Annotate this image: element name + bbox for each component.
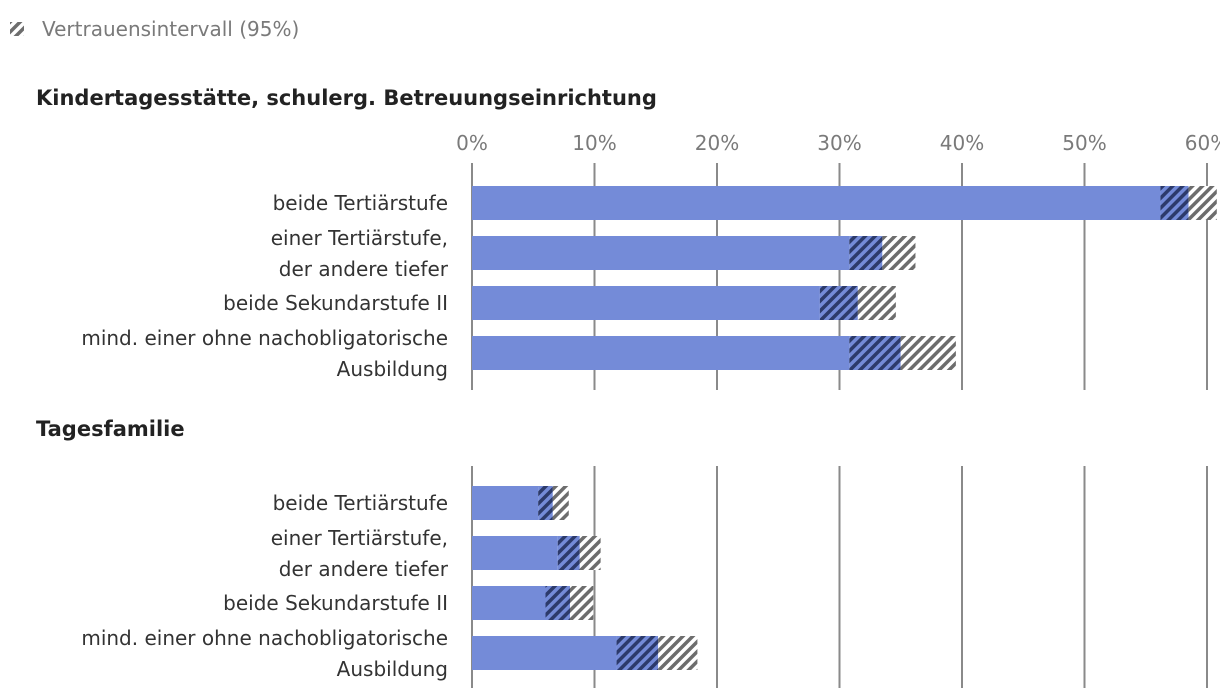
ci-lower-band: [1160, 186, 1189, 220]
bar-row: beide Sekundarstufe II: [223, 586, 594, 620]
ci-upper-band: [1188, 186, 1217, 220]
category-label: einer Tertiärstufe,: [271, 226, 448, 250]
ci-upper-band: [552, 486, 569, 520]
tick-label: 20%: [695, 131, 739, 155]
ci-upper-band: [658, 636, 698, 670]
bar: [472, 586, 546, 620]
ci-upper-band: [570, 586, 594, 620]
ci-upper-band: [900, 336, 956, 370]
category-label: der andere tiefer: [279, 257, 449, 281]
ci-lower-band: [819, 286, 858, 320]
legend-label: Vertrauensintervall (95%): [42, 17, 299, 41]
ci-lower-band: [538, 486, 553, 520]
panel-title: Tagesfamilie: [36, 417, 185, 441]
bar-row: einer Tertiärstufe, der andere tiefer: [271, 526, 601, 581]
bar: [472, 536, 558, 570]
category-label: Ausbildung: [337, 357, 448, 381]
chart-panel-2: Tagesfamilie beide Tertiärstufe einer Tert…: [36, 417, 1208, 688]
tick-label: 50%: [1062, 131, 1106, 155]
ci-upper-band: [579, 536, 601, 570]
panel-title: Kindertagesstätte, schulerg. Betreuungse…: [36, 86, 657, 110]
ci-lower-band: [557, 536, 580, 570]
bar: [472, 336, 850, 370]
ci-upper-band: [882, 236, 916, 270]
tick-label: 30%: [817, 131, 861, 155]
category-label: beide Sekundarstufe II: [223, 291, 448, 315]
category-label: mind. einer ohne nachobligatorische: [81, 626, 448, 650]
category-label: mind. einer ohne nachobligatorische: [81, 326, 448, 350]
ci-lower-band: [849, 236, 883, 270]
panels: Kindertagesstätte, schulerg. Betreuungse…: [36, 86, 1220, 688]
category-label: beide Sekundarstufe II: [223, 591, 448, 615]
category-label: beide Tertiärstufe: [273, 191, 448, 215]
chart-panel-1: Kindertagesstätte, schulerg. Betreuungse…: [36, 86, 1220, 390]
bar-row: mind. einer ohne nachobligatorische Ausbi…: [81, 626, 698, 681]
category-label: der andere tiefer: [279, 557, 449, 581]
ci-lower-band: [616, 636, 659, 670]
bar: [472, 186, 1161, 220]
ci-lower-band: [545, 586, 570, 620]
ci-lower-band: [849, 336, 901, 370]
tick-label: 10%: [572, 131, 616, 155]
bar: [472, 636, 617, 670]
bar-row: beide Tertiärstufe: [273, 186, 1217, 220]
category-label: Ausbildung: [337, 657, 448, 681]
bar: [472, 286, 820, 320]
ci-upper-band: [857, 286, 896, 320]
bar-row: mind. einer ohne nachobligatorische Ausbi…: [81, 326, 956, 381]
tick-label: 60%: [1185, 131, 1220, 155]
bar-row: beide Sekundarstufe II: [223, 286, 896, 320]
bar: [472, 236, 850, 270]
category-label: einer Tertiärstufe,: [271, 526, 448, 550]
tick-label: 0%: [456, 131, 488, 155]
bar-row: beide Tertiärstufe: [273, 486, 569, 520]
bar-row: einer Tertiärstufe, der andere tiefer: [271, 226, 916, 281]
bar: [472, 486, 539, 520]
legend: Vertrauensintervall (95%): [10, 17, 299, 41]
tick-label: 40%: [940, 131, 984, 155]
hatched-square-icon: [10, 22, 24, 36]
category-label: beide Tertiärstufe: [273, 491, 448, 515]
